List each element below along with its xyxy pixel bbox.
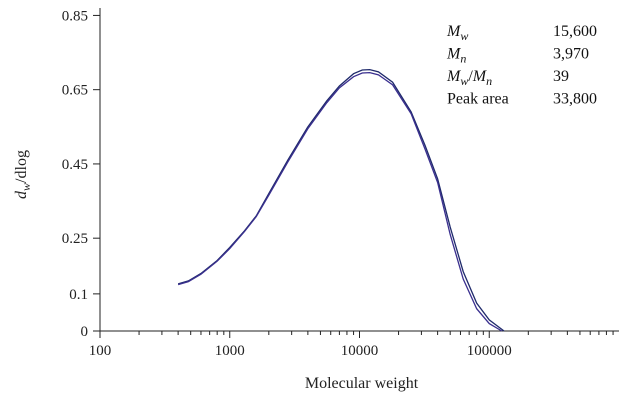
series-line-1: [177, 68, 505, 332]
ticks: 100 1000 10000 100000 0 0.1 0.25 0.45 0.65 0.85: [62, 8, 614, 359]
y-tick-label: 0: [81, 324, 89, 340]
y-tick-label: 0.65: [62, 83, 88, 99]
stat-label: Mn: [446, 46, 466, 66]
stat-label: Mw: [446, 23, 468, 43]
x-tick-label: 1000: [215, 343, 245, 359]
stat-value: 33,800: [553, 91, 597, 108]
x-tick-label: 100: [89, 343, 112, 359]
stat-value: 15,600: [553, 23, 597, 40]
axes: [99, 8, 619, 332]
stat-value: 39: [553, 68, 569, 85]
stats-table: Mw 15,600 Mn 3,970 Mw/Mn 39 Peak area 33,800: [446, 23, 597, 108]
stat-label: Mw/Mn: [446, 68, 492, 88]
x-axis-title: Molecular weight: [305, 375, 419, 392]
x-tick-label: 10000: [341, 343, 379, 359]
series: [177, 68, 505, 332]
y-tick-label: 0.1: [69, 287, 88, 303]
y-axis-title: dw/dlog: [13, 150, 33, 199]
stat-label: Peak area: [447, 91, 509, 108]
y-tick-label: 0.45: [62, 157, 88, 173]
series-line-2: [177, 71, 503, 332]
y-tick-label: 0.85: [62, 8, 88, 24]
stat-value: 3,970: [553, 46, 589, 63]
y-tick-label: 0.25: [62, 231, 88, 247]
x-tick-label: 100000: [467, 343, 512, 359]
